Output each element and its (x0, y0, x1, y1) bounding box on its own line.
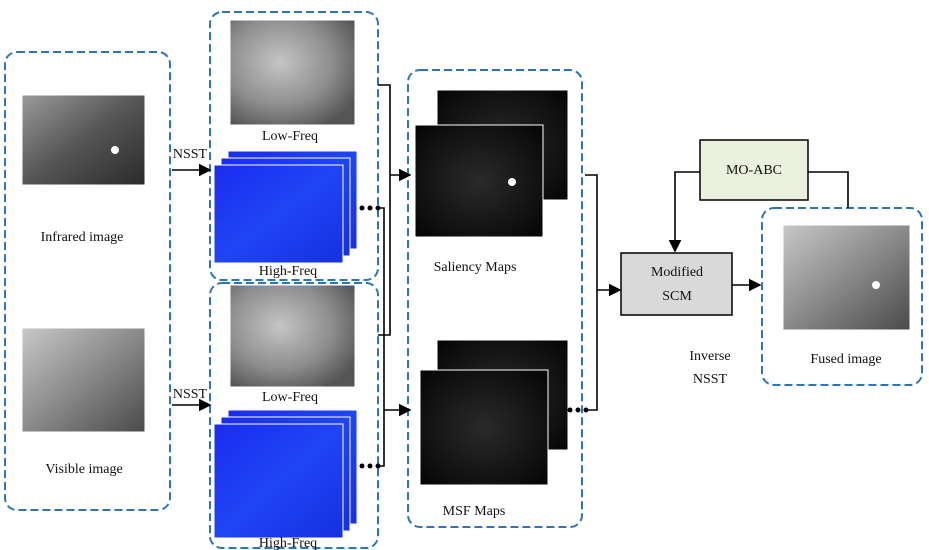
hot-spot (111, 146, 119, 154)
label: NSST (173, 147, 208, 162)
label: Fused image (810, 352, 881, 367)
label: Infrared image (41, 230, 124, 245)
msf-map (420, 370, 548, 485)
label: Visible image (45, 462, 122, 477)
label: MSF Maps (443, 504, 506, 519)
low-freq-image (230, 20, 355, 125)
arrow (675, 172, 700, 251)
diagram: Infrared image Visible image NSST NSST Low-F… (0, 0, 929, 550)
connector (585, 175, 597, 410)
label: Modified (651, 265, 703, 280)
dot (360, 464, 365, 469)
label: NSST (173, 387, 208, 402)
label: Saliency Maps (434, 260, 517, 275)
high-freq-image (214, 165, 343, 263)
label: MO-ABC (726, 163, 782, 178)
dot (368, 464, 373, 469)
label: Low-Freq (262, 129, 318, 144)
hot-spot (872, 281, 880, 289)
hot-spot (508, 178, 516, 186)
dot (368, 206, 373, 211)
label: High-Freq (259, 264, 317, 279)
label: High-Freq (259, 536, 317, 550)
dot (360, 206, 365, 211)
label: SCM (662, 289, 692, 304)
high-freq-image (214, 424, 343, 538)
dot (576, 408, 581, 413)
saliency-map (415, 125, 543, 237)
visible-image (22, 328, 145, 432)
label: Low-Freq (262, 390, 318, 405)
infrared-image (22, 95, 145, 185)
fused-image (783, 225, 910, 330)
fusion-box (621, 253, 732, 315)
label: NSST (693, 372, 728, 387)
dot (568, 408, 573, 413)
low-freq-image (230, 285, 355, 387)
label: Inverse (689, 349, 730, 364)
connector (808, 172, 848, 208)
